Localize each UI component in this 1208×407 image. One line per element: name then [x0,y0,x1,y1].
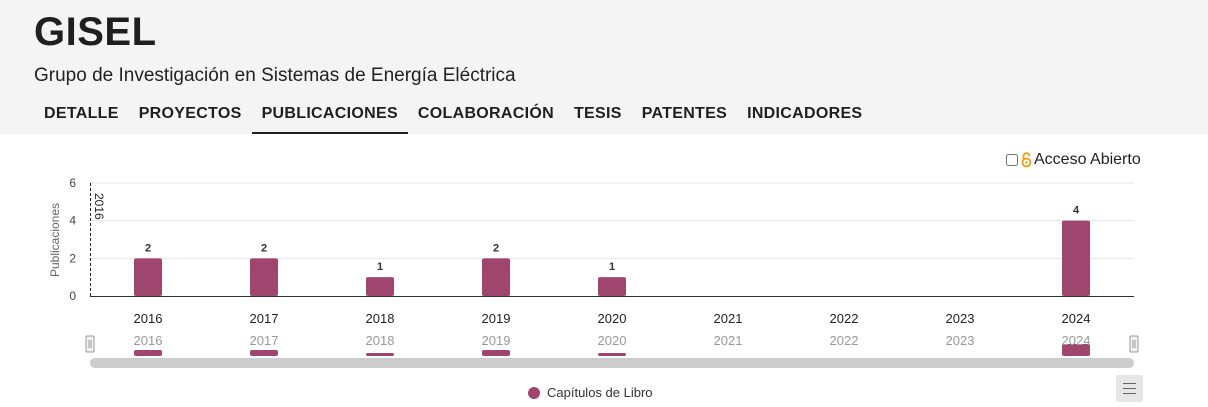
tab-indicadores[interactable]: INDICADORES [747,105,863,122]
bar [482,258,510,296]
navigator-tick-label: 2021 [714,333,743,348]
data-label: 1 [377,261,383,273]
navigator-tick-label: 2017 [250,333,279,348]
scrollbar [90,358,1134,368]
data-label: 2 [261,242,267,254]
chart-menu-button[interactable] [1116,375,1143,402]
data-label: 4 [1073,205,1080,217]
x-tick-label: 2016 [134,311,163,326]
group-header: GISEL Grupo de Investigación en Sistemas… [0,0,1208,134]
group-title: GISEL [34,10,157,54]
legend-label: Capítulos de Libro [547,385,653,400]
navigator-left-handle[interactable] [85,335,95,353]
data-label: 2 [493,242,499,254]
navigator-tick-label: 2018 [366,333,395,348]
y-tick-label: 6 [69,176,76,190]
open-access-filter[interactable]: Acceso Abierto [1006,151,1141,169]
y-tick-label: 0 [69,289,76,303]
hamburger-icon-line [1123,393,1136,394]
x-tick-label: 2020 [598,311,627,326]
navigator-tick-label: 2022 [830,333,859,348]
navigator-bar [366,353,394,356]
data-label: 1 [609,261,615,273]
x-tick-label: 2021 [714,311,743,326]
open-access-lock-icon [1021,152,1032,168]
navigator-bar [482,350,510,356]
tab-detalle[interactable]: DETALLE [44,105,119,122]
hamburger-icon-line [1123,388,1136,389]
open-access-checkbox[interactable] [1006,154,1018,166]
navigator-bar [250,350,278,356]
tab-bar: DETALLE PROYECTOS PUBLICACIONES COLABORA… [34,100,872,134]
navigator-bar [134,350,162,356]
data-label: 2 [145,242,151,254]
hamburger-icon-line [1123,383,1136,384]
navigator-tick-label: 2016 [134,333,163,348]
navigator-tick-label: 2023 [946,333,975,348]
tab-proyectos[interactable]: PROYECTOS [138,105,242,122]
navigator-right-handle[interactable] [1129,335,1139,353]
y-tick-label: 2 [69,251,76,265]
chart-legend[interactable]: Capítulos de Libro [528,385,653,400]
tab-publicaciones[interactable]: PUBLICACIONES [251,100,408,134]
navigator-tick-label: 2024 [1062,333,1091,348]
y-tick-label: 4 [69,214,76,228]
x-tick-label: 2022 [830,311,859,326]
x-tick-label: 2023 [946,311,975,326]
group-subtitle: Grupo de Investigación en Sistemas de En… [34,65,516,86]
y-axis-title: Publicaciones [48,203,62,277]
bar [598,277,626,296]
navigator-tick-label: 2019 [482,333,511,348]
x-tick-label: 2024 [1062,311,1091,326]
open-access-label: Acceso Abierto [1034,151,1141,168]
bar [250,258,278,296]
publications-chart: 0 2 4 6 Publicaciones 2016 2 2016 2016 2 2017 2017 1… [48,176,1139,368]
bar [134,258,162,296]
x-tick-label: 2019 [482,311,511,326]
navigator-tick-label: 2020 [598,333,627,348]
x-tick-label: 2018 [366,311,395,326]
navigator-bar [598,353,626,356]
legend-marker [528,386,540,399]
tab-colaboracion[interactable]: COLABORACIÓN [417,105,554,122]
bar [366,277,394,296]
tab-tesis[interactable]: TESIS [573,105,622,122]
x-tick-label: 2017 [250,311,279,326]
navigator-bar [1062,344,1090,356]
tab-patentes[interactable]: PATENTES [641,105,728,122]
plotline-label: 2016 [92,193,106,220]
bar [1062,220,1090,296]
